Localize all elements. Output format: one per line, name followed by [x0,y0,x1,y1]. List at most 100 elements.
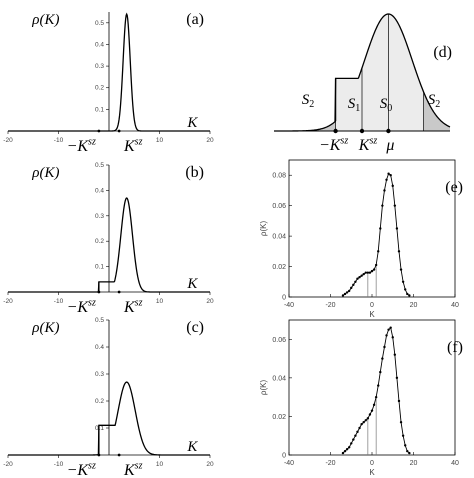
data-point [387,328,390,331]
data-point [381,357,384,360]
y-tick-label: 0.06 [272,203,286,210]
y-tick-label: 0.04 [272,234,286,241]
data-point [391,336,394,339]
x-tick-label: -20 [3,137,13,144]
y-tick-label: 0.02 [272,264,286,271]
data-point [347,446,351,449]
x-tick-label: -20 [3,461,13,468]
y-tick-label: 0.5 [95,20,104,27]
panel-label: (b) [185,164,204,181]
panel-d: S2 S1 S0 S2 (d) −Ksz Ksz μ [274,13,452,154]
y-tick-label: 0.06 [272,337,286,344]
y-tick-label: 0.04 [272,375,286,382]
panel-c: -20 -10 10 20 0.1 0.2 0.3 0.4 0.5 ρ(K) (c) K −Ksz Ksz [3,317,214,478]
data-point [404,444,407,447]
neg-ksz-label: −Ksz [67,297,96,316]
data-point [372,403,376,407]
data-point [370,269,374,273]
ksz-dot [97,290,101,294]
panel-label: (c) [186,319,204,336]
region-center [335,14,424,131]
data-point [354,434,357,437]
data-point [354,280,357,283]
ksz-dot [117,453,121,457]
y-tick-label: 0 [282,295,286,302]
data-point [352,283,355,287]
x-tick-label: 10 [156,298,164,305]
data-point [385,178,388,181]
data-point [393,353,397,356]
region-label: S1 [348,96,361,114]
data-point [377,250,380,253]
y-tick-label: 0.5 [95,162,104,169]
data-point [360,274,363,277]
data-point [381,204,384,207]
ksz-label: Ksz [123,297,143,316]
y-tick-label: 0.3 [95,63,104,70]
data-point [383,345,386,349]
mu-label: μ [385,137,394,154]
data-point [345,291,349,294]
x-axis-label: K [186,276,198,292]
x-tick-label: -10 [54,298,64,305]
data-point [404,288,407,291]
data-point [345,448,349,451]
data-point [374,263,378,267]
y-axis-label: ρ(K) [31,165,59,181]
x-tick-label: 0 [370,302,374,309]
x-tick-label: 20 [206,137,214,144]
data-point [358,276,361,279]
ksz-dot [117,129,121,133]
x-tick-label: 40 [451,302,459,309]
y-tick-label: 0 [282,453,286,460]
x-tick-label: 20 [206,461,214,468]
data-point [362,421,365,424]
x-tick-label: 10 [156,137,164,144]
y-tick-label: 0.4 [95,344,104,351]
x-tick-label: 0 [370,460,374,467]
data-point [350,442,353,445]
ksz-dot [117,290,121,294]
panel-a: -20 -10 10 20 0.1 0.2 0.3 0.4 0.5 ρ(K) (a) K −Ksz Ksz [3,11,214,155]
data-point [362,272,365,276]
data-point [406,292,409,296]
data-point [383,189,386,192]
data-point [341,451,345,455]
x-tick-label: -10 [54,137,64,144]
data-point [406,449,409,453]
y-tick-label: 0.02 [272,414,286,421]
data-point [356,430,359,434]
data-point [389,174,392,177]
data-point [408,451,411,455]
x-tick-label: 20 [206,298,214,305]
panel-label: (e) [445,179,463,196]
data-point [352,438,355,441]
data-point [385,334,388,337]
region-s2-right [423,91,450,131]
x-axis-label: K [369,310,375,319]
density-curve [8,12,210,132]
data-point [370,409,374,412]
y-tick-label: 0.3 [95,371,104,378]
x-tick-label: -20 [325,302,335,309]
x-tick-label: -10 [54,461,64,468]
x-tick-label: -20 [3,298,13,305]
data-point [391,184,394,188]
panel-label: (d) [433,44,452,61]
panel-b: -20 -10 10 20 0.1 0.2 0.3 0.4 0.5 ρ(K) (b) K −Ksz Ksz [3,162,214,316]
y-tick-label: 0.2 [95,398,104,405]
data-point [397,250,401,253]
data-point [343,449,347,453]
region-label: S0 [380,96,393,114]
data-point [389,326,392,329]
data-point [364,271,367,274]
data-point [399,268,403,271]
y-axis-label: ρ(K) [259,380,268,396]
x-tick-label: -20 [325,460,335,467]
y-axis-label: ρ(K) [31,320,59,336]
marker-dot [386,128,391,134]
neg-ksz-label: −Ksz [319,135,348,154]
data-point [377,384,380,387]
data-point [364,419,367,422]
region-label: S2 [302,92,315,110]
